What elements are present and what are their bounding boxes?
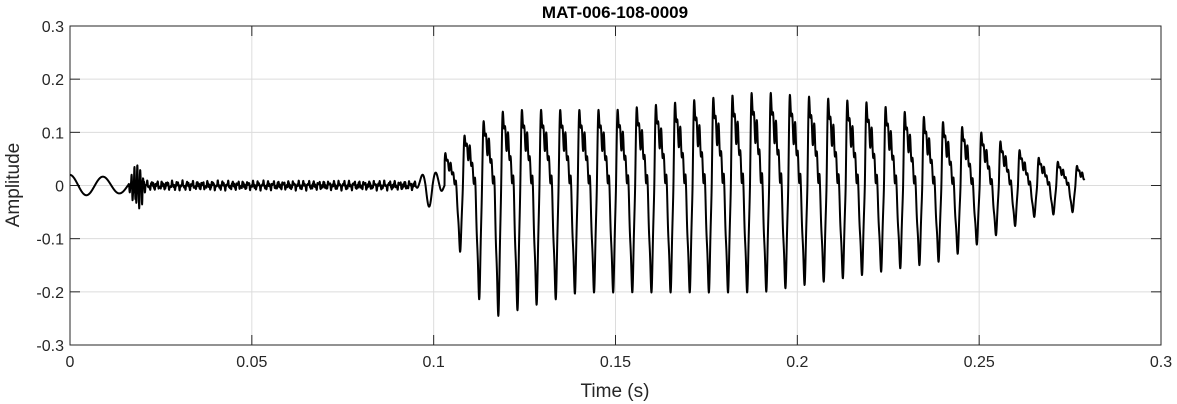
x-tick-label: 0.15 bbox=[600, 354, 631, 371]
y-tick-label: 0.1 bbox=[42, 125, 64, 142]
y-tick-label: -0.3 bbox=[36, 338, 64, 355]
x-axis-label: Time (s) bbox=[581, 381, 650, 402]
x-tick-label: 0.05 bbox=[236, 354, 267, 371]
y-tick-label: 0 bbox=[55, 179, 64, 196]
x-tick-label: 0.1 bbox=[423, 354, 445, 371]
y-tick-label: -0.2 bbox=[36, 285, 64, 302]
x-tick-label: 0.25 bbox=[964, 354, 995, 371]
x-tick-labels: 0 0.05 0.1 0.15 0.2 0.25 0.3 bbox=[66, 354, 1173, 371]
y-tick-label: 0.3 bbox=[42, 19, 64, 36]
chart-title: MAT-006-108-0009 bbox=[542, 3, 688, 22]
series-line-waveform bbox=[69, 91, 1086, 317]
y-tick-labels: -0.3 -0.2 -0.1 0 0.1 0.2 0.3 bbox=[36, 19, 64, 355]
x-tick-label: 0.2 bbox=[786, 354, 808, 371]
y-tick-label: 0.2 bbox=[42, 72, 64, 89]
x-tick-label: 0 bbox=[66, 354, 75, 371]
axis-ticks bbox=[69, 25, 1162, 346]
y-tick-label: -0.1 bbox=[36, 232, 64, 249]
x-tick-label: 0.3 bbox=[1150, 354, 1172, 371]
y-axis-label: Amplitude bbox=[3, 143, 24, 228]
